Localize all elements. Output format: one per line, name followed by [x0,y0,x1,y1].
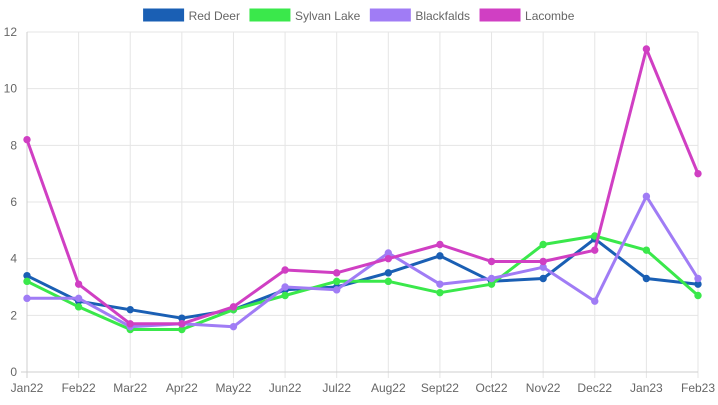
data-point[interactable] [436,252,444,260]
data-point[interactable] [694,274,702,283]
x-tick-label: Feb22 [62,381,96,395]
grid-lines [26,31,699,378]
data-point[interactable] [436,280,444,288]
x-tick-label: Jan23 [630,381,663,395]
data-point[interactable] [436,240,444,249]
data-point[interactable] [436,288,444,297]
x-tick-label: Feb23 [681,381,715,395]
legend-swatch [143,8,185,22]
legend-swatch [479,8,521,22]
data-point[interactable] [384,269,393,277]
y-tick-label: 6 [10,195,17,209]
y-tick-label: 0 [10,365,17,379]
data-point[interactable] [642,246,651,254]
y-tick-label: 4 [10,252,17,266]
data-point[interactable] [178,320,186,328]
data-point[interactable] [126,305,134,314]
series-red-deer [23,235,702,322]
data-point[interactable] [539,257,547,266]
x-tick-label: Mar22 [113,381,147,395]
series-line [25,47,700,326]
legend: Red Deer Sylvan Lake Blackfalds Lacombe [143,8,575,23]
x-tick-label: May22 [215,381,251,395]
x-tick-label: Apr22 [166,381,198,395]
series-sylvan-lake [23,232,702,334]
legend-label: Lacombe [525,9,575,23]
data-point[interactable] [694,169,702,178]
x-tick-label: Dec22 [577,381,612,395]
data-point[interactable] [332,277,341,286]
data-point[interactable] [642,192,651,201]
data-point[interactable] [694,291,702,300]
data-point[interactable] [539,240,547,249]
x-tick-label: Jul22 [322,381,351,395]
data-point[interactable] [229,303,238,311]
data-point[interactable] [591,246,599,254]
data-point[interactable] [126,320,134,328]
data-point[interactable] [384,254,393,263]
series-line [25,194,700,329]
series-lines [23,45,702,334]
data-point[interactable] [281,266,289,274]
data-point[interactable] [74,303,83,311]
data-point[interactable] [384,277,393,286]
series-line [25,234,700,331]
data-point[interactable] [332,286,341,294]
axes: 0 2 4 6 8 10 12 Jan22 Feb22 Mar22 Apr22 May22 Jun22 J… [4,25,716,395]
legend-swatch [369,8,411,22]
x-tick-label: Aug22 [371,381,406,395]
legend-item-lacombe[interactable]: Lacombe [479,8,575,23]
data-point[interactable] [487,257,496,266]
legend-label: Blackfalds [415,9,470,23]
x-tick-label: Sept22 [421,381,459,395]
data-point[interactable] [229,322,238,331]
legend-item-blackfalds[interactable]: Blackfalds [369,8,470,23]
data-point[interactable] [74,280,83,288]
data-point[interactable] [23,277,31,286]
data-point[interactable] [539,274,547,283]
data-point[interactable] [23,135,31,144]
x-tick-label: Jan22 [11,381,44,395]
legend-swatch [249,8,291,22]
data-point[interactable] [591,297,599,305]
data-point[interactable] [642,45,651,53]
y-tick-label: 8 [10,138,17,152]
x-tick-label: Nov22 [526,381,561,395]
series-lacombe [23,45,702,328]
y-tick-label: 2 [10,308,17,322]
data-point[interactable] [23,294,31,303]
data-point[interactable] [281,291,289,300]
data-point[interactable] [487,274,496,283]
data-point[interactable] [281,283,289,291]
legend-item-red-deer[interactable]: Red Deer [143,8,240,23]
data-point[interactable] [74,294,83,303]
data-point[interactable] [332,269,341,277]
x-tick-label: Jun22 [269,381,302,395]
legend-label: Sylvan Lake [295,9,361,23]
legend-label: Red Deer [189,9,240,23]
y-tick-label: 10 [4,82,18,96]
data-point[interactable] [642,274,651,283]
x-tick-label: Oct22 [476,381,508,395]
y-tick-label: 12 [4,25,18,39]
legend-item-sylvan-lake[interactable]: Sylvan Lake [249,8,361,23]
